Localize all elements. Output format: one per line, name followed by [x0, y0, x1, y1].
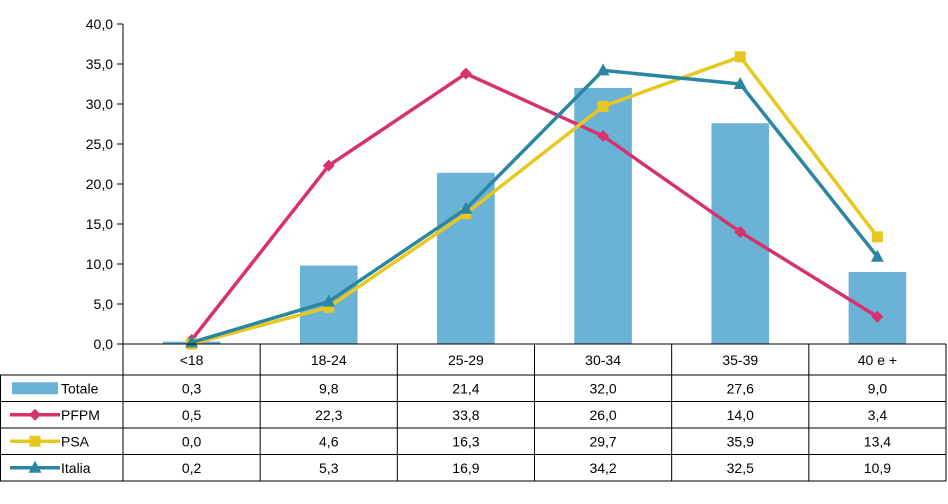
x-tick-label: <18	[180, 352, 204, 368]
line-pfpm	[190, 71, 879, 342]
x-tick-label: 18-24	[311, 352, 347, 368]
point-pfpm	[871, 310, 884, 323]
legend-label-psa: PSA	[61, 433, 90, 449]
data-label-totale: 27,6	[727, 380, 754, 396]
point-italia	[870, 249, 884, 262]
point-pfpm	[597, 130, 610, 142]
point-psa	[871, 231, 883, 243]
data-label-italia: 32,5	[727, 460, 754, 476]
data-label-totale: 9,0	[868, 380, 888, 396]
data-label-pfpm: 14,0	[727, 407, 754, 423]
point-italia	[596, 63, 610, 76]
series-psa	[186, 51, 883, 350]
y-tick-label: 30,0	[86, 96, 113, 112]
series-lines	[185, 51, 884, 350]
y-tick-label: 40,0	[86, 16, 113, 32]
legend-marker-psa	[29, 435, 41, 447]
legend-label-pfpm: PFPM	[61, 407, 100, 423]
legend-label-totale: Totale	[61, 380, 99, 396]
table-row-italia: Italia 0,2 5,3 16,9 34,2 32,5 10,9	[10, 460, 891, 476]
legend-marker-italia	[28, 460, 42, 473]
y-tick-label: 10,0	[86, 256, 113, 272]
point-italia	[733, 77, 747, 89]
data-label-italia: 10,9	[864, 460, 891, 476]
point-pfpm	[734, 226, 747, 238]
legend-key-totale	[12, 382, 58, 395]
x-tick-label: 30-34	[585, 352, 621, 368]
x-tick-label: 35-39	[722, 352, 758, 368]
x-tick-label: 25-29	[448, 352, 484, 368]
data-label-pfpm: 3,4	[868, 407, 888, 423]
data-label-italia: 34,2	[589, 460, 616, 476]
data-label-totale: 0,3	[182, 380, 202, 396]
data-label-pfpm: 22,3	[315, 407, 342, 423]
data-label-italia: 5,3	[319, 460, 339, 476]
table-row-psa: PSA 0,0 4,6 16,3 29,7 35,9 13,4	[10, 433, 891, 449]
point-italia	[322, 294, 336, 307]
data-label-totale: 32,0	[589, 380, 616, 396]
y-tick-label: 20,0	[86, 176, 113, 192]
y-tick-label: 25,0	[86, 136, 113, 152]
data-label-italia: 16,9	[452, 460, 479, 476]
data-label-pfpm: 33,8	[452, 407, 479, 423]
data-label-psa: 4,6	[319, 433, 339, 449]
legend-label-italia: Italia	[61, 460, 91, 476]
line-psa	[191, 55, 879, 346]
data-label-totale: 21,4	[452, 380, 479, 396]
point-pfpm	[322, 159, 335, 172]
series-pfpm	[185, 67, 884, 346]
data-label-totale: 9,8	[319, 380, 339, 396]
data-label-psa: 35,9	[727, 433, 754, 449]
line-italia	[191, 68, 879, 345]
bar-totale	[848, 272, 907, 344]
data-label-pfpm: 0,5	[182, 407, 202, 423]
point-psa	[323, 301, 335, 313]
y-tick-label: 0,0	[94, 336, 114, 352]
y-axis: 0,0 5,0 10,0 15,0 20,0 25,0 30,0 35,0 40,0	[86, 16, 124, 352]
table-row-totale: Totale 0,3 9,8 21,4 32,0 27,6 9,0	[12, 380, 887, 396]
y-tick-label: 35,0	[86, 56, 113, 72]
legend-marker-pfpm	[29, 408, 41, 421]
data-label-psa: 16,3	[452, 433, 479, 449]
data-label-psa: 0,0	[182, 433, 202, 449]
data-label-italia: 0,2	[182, 460, 202, 476]
point-psa	[734, 51, 746, 63]
point-italia	[459, 201, 473, 214]
point-psa	[597, 100, 609, 112]
bar-totale	[437, 172, 495, 344]
x-tick-label: 40 e +	[858, 352, 897, 368]
table-row-pfpm: PFPM 0,5 22,3 33,8 26,0 14,0 3,4	[10, 407, 887, 423]
y-tick-label: 15,0	[86, 216, 113, 232]
data-label-psa: 13,4	[864, 433, 891, 449]
data-label-psa: 29,7	[589, 433, 616, 449]
point-pfpm	[459, 67, 472, 80]
data-label-pfpm: 26,0	[589, 407, 616, 423]
y-tick-label: 5,0	[94, 296, 114, 312]
data-table: <18 18-24 25-29 30-34 35-39 40 e + Totale 0,3 9,…	[0, 343, 947, 482]
